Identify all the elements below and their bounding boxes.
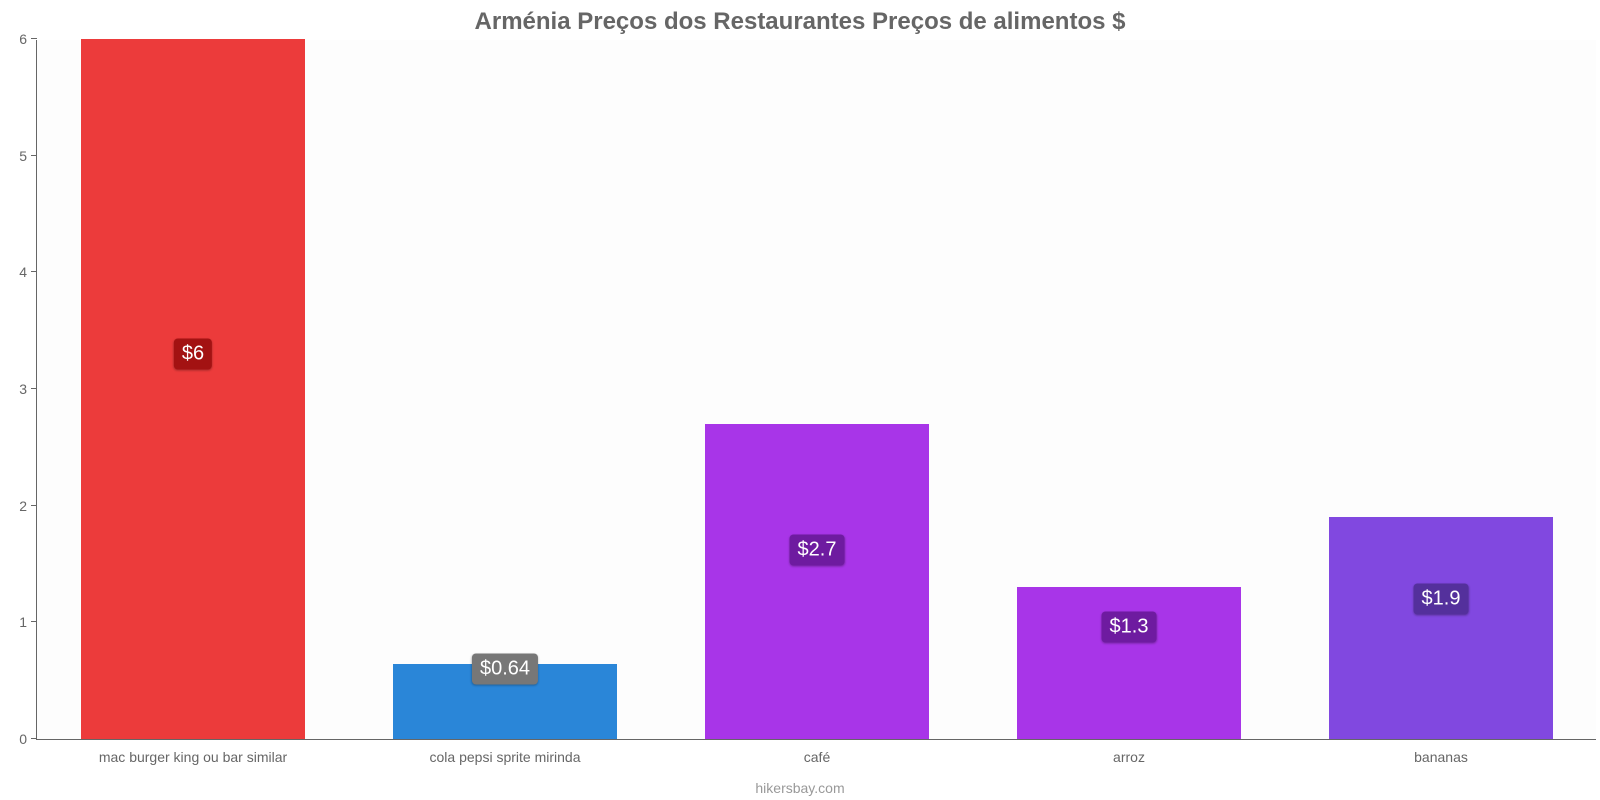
y-tick-mark [31,38,37,39]
bar-value-label: $0.64 [472,654,538,685]
y-tick-label: 6 [19,31,37,47]
bar [1329,517,1554,739]
bar [705,424,930,739]
x-category-label: mac burger king ou bar similar [99,739,287,765]
chart-title: Arménia Preços dos Restaurantes Preços d… [0,8,1600,36]
y-tick-mark [31,738,37,739]
y-tick-mark [31,271,37,272]
y-tick-label: 0 [19,731,37,747]
bar-value-label: $2.7 [790,535,845,566]
footer-text: hikersbay.com [0,780,1600,796]
y-tick-mark [31,505,37,506]
bar-value-label: $6 [174,339,212,370]
y-tick-label: 3 [19,381,37,397]
bar-value-label: $1.9 [1414,584,1469,615]
bar [1017,587,1242,739]
x-category-label: arroz [1113,739,1145,765]
y-tick-mark [31,621,37,622]
bar [81,39,306,739]
bar-value-label: $1.3 [1102,612,1157,643]
y-tick-mark [31,388,37,389]
x-category-label: bananas [1414,739,1468,765]
y-tick-label: 5 [19,148,37,164]
y-tick-label: 4 [19,264,37,280]
y-tick-label: 2 [19,498,37,514]
x-category-label: cola pepsi sprite mirinda [430,739,581,765]
y-tick-mark [31,155,37,156]
chart-container: Arménia Preços dos Restaurantes Preços d… [0,0,1600,800]
plot-area: 0123456$6mac burger king ou bar similar$… [36,40,1596,740]
x-category-label: café [804,739,830,765]
y-tick-label: 1 [19,614,37,630]
